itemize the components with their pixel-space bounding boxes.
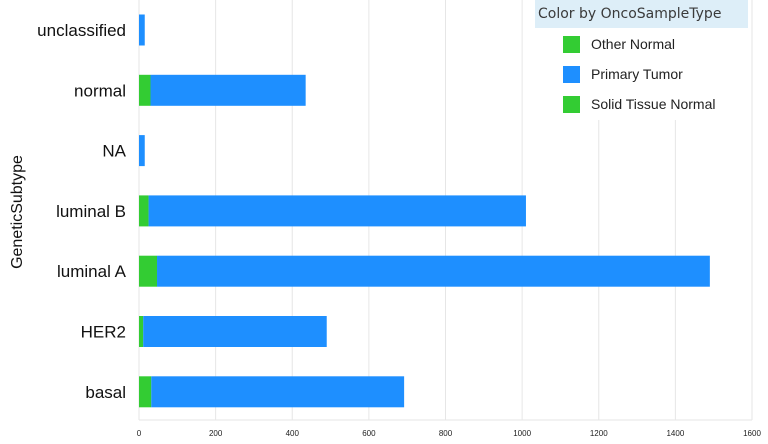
legend-label-solid-tissue-normal: Solid Tissue Normal bbox=[591, 96, 716, 112]
bar-basal-solid-tissue-normal[interactable] bbox=[139, 376, 152, 408]
category-label-basal: basal bbox=[85, 383, 126, 402]
category-label-luminal-b: luminal B bbox=[56, 202, 126, 221]
bar-luminal-b-solid-tissue-normal[interactable] bbox=[139, 195, 149, 227]
category-label-her2: HER2 bbox=[81, 323, 126, 342]
legend-item-other-normal[interactable]: Other Normal bbox=[563, 34, 675, 54]
bar-unclassified-primary-tumor[interactable] bbox=[139, 14, 145, 46]
x-tick-label-600: 600 bbox=[362, 429, 376, 438]
bars bbox=[139, 14, 710, 408]
y-axis-label: GeneticSubtype bbox=[9, 155, 26, 269]
bar-na-primary-tumor[interactable] bbox=[139, 135, 145, 167]
bar-normal-primary-tumor[interactable] bbox=[150, 74, 306, 106]
category-label-unclassified: unclassified bbox=[37, 21, 126, 40]
category-label-luminal-a: luminal A bbox=[57, 262, 127, 281]
legend-title[interactable]: Color by OncoSampleType bbox=[535, 0, 748, 28]
legend: Color by OncoSampleType Other Normal Pri… bbox=[535, 0, 750, 120]
bar-luminal-b-primary-tumor[interactable] bbox=[148, 195, 526, 227]
bar-her2-primary-tumor[interactable] bbox=[143, 316, 327, 347]
legend-swatch-solid-tissue-normal bbox=[563, 95, 580, 113]
x-tick-labels: 0 200 400 600 800 1000 1200 1400 1600 bbox=[137, 429, 762, 438]
legend-item-solid-tissue-normal[interactable]: Solid Tissue Normal bbox=[563, 94, 716, 114]
bar-luminal-a-solid-tissue-normal[interactable] bbox=[139, 255, 158, 287]
x-tick-label-1600: 1600 bbox=[743, 429, 761, 438]
x-tick-label-800: 800 bbox=[439, 429, 453, 438]
legend-item-primary-tumor[interactable]: Primary Tumor bbox=[563, 64, 683, 84]
x-tick-label-1400: 1400 bbox=[666, 429, 684, 438]
x-tick-label-1000: 1000 bbox=[513, 429, 531, 438]
x-tick-label-200: 200 bbox=[209, 429, 223, 438]
legend-swatch-other-normal bbox=[563, 35, 580, 53]
x-tick-label-0: 0 bbox=[137, 429, 142, 438]
x-tick-label-400: 400 bbox=[286, 429, 300, 438]
legend-label-other-normal: Other Normal bbox=[591, 36, 676, 52]
category-label-normal: normal bbox=[74, 81, 126, 100]
x-tick-label-1200: 1200 bbox=[590, 429, 608, 438]
bar-luminal-a-primary-tumor[interactable] bbox=[157, 255, 710, 287]
category-labels: unclassified normal NA luminal B luminal A HE… bbox=[37, 21, 126, 402]
category-label-na: NA bbox=[102, 142, 126, 161]
bar-basal-primary-tumor[interactable] bbox=[151, 376, 405, 408]
bar-normal-solid-tissue-normal[interactable] bbox=[139, 74, 151, 106]
legend-label-primary-tumor: Primary Tumor bbox=[591, 66, 683, 82]
bar-her2-solid-tissue-normal[interactable] bbox=[139, 316, 144, 347]
legend-swatch-primary-tumor bbox=[563, 65, 580, 83]
